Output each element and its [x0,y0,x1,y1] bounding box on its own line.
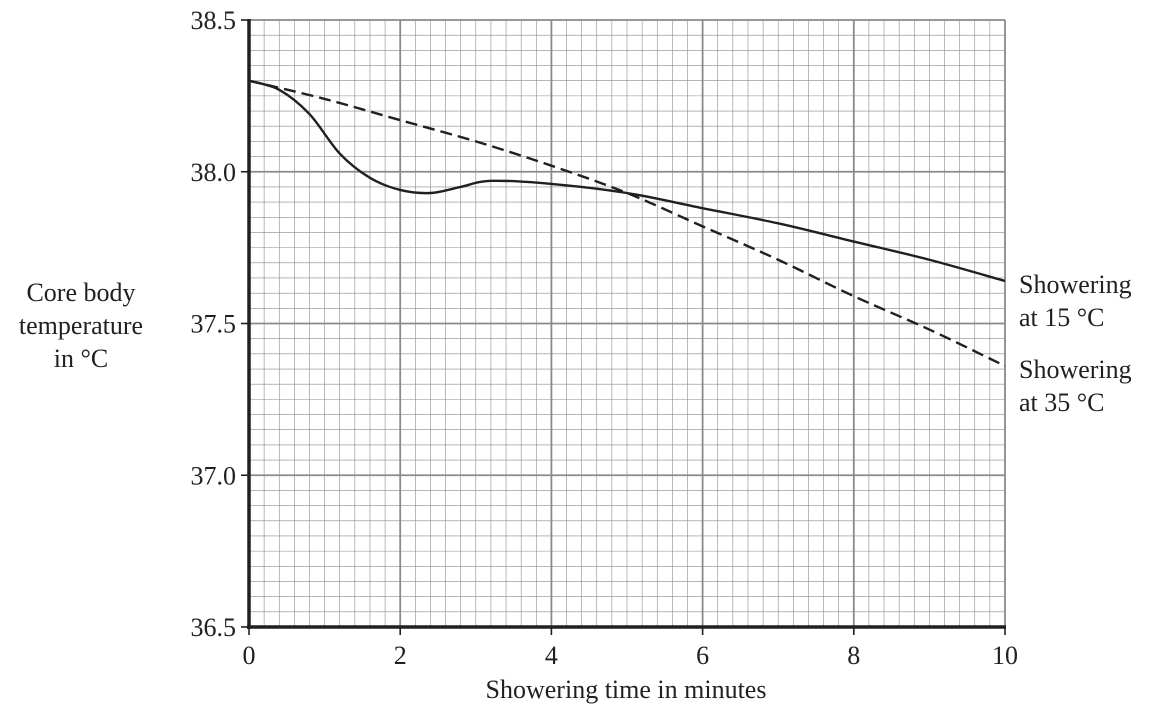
series-label-35-line-1: Showering [1019,355,1132,384]
series-label-35: Showering at 35 °C [1019,355,1132,417]
series-layer [248,79,1006,368]
y-axis-label-line-1: Core body [26,278,135,307]
series-label-15-line-2: at 15 °C [1019,303,1105,332]
series-label-15: Showering at 15 °C [1019,270,1132,332]
x-tick-label: 2 [394,641,407,670]
y-axis-label-line-3: in °C [54,344,108,373]
series-line-35c [248,79,1006,368]
y-tick-label: 38.5 [191,6,237,35]
y-axis-label: Core body temperature in °C [19,278,143,373]
x-tick-labels: 0 2 4 6 8 10 [243,627,1018,670]
x-tick-label: 6 [696,641,709,670]
x-axis-label: Showering time in minutes [486,675,767,704]
series-label-15-line-1: Showering [1019,270,1132,299]
y-tick-label: 36.5 [191,613,237,642]
x-tick-label: 4 [545,641,558,670]
x-tick-label: 0 [243,641,256,670]
series-label-35-line-2: at 35 °C [1019,388,1105,417]
y-axis-label-line-2: temperature [19,311,143,340]
y-tick-label: 37.5 [191,310,237,339]
series-line-15c [248,79,1006,283]
x-tick-label: 8 [847,641,860,670]
y-tick-label: 37.0 [191,461,237,490]
x-tick-label: 10 [992,641,1018,670]
y-tick-labels: 36.5 37.0 37.5 38.0 38.5 [191,6,249,642]
y-tick-label: 38.0 [191,158,237,187]
